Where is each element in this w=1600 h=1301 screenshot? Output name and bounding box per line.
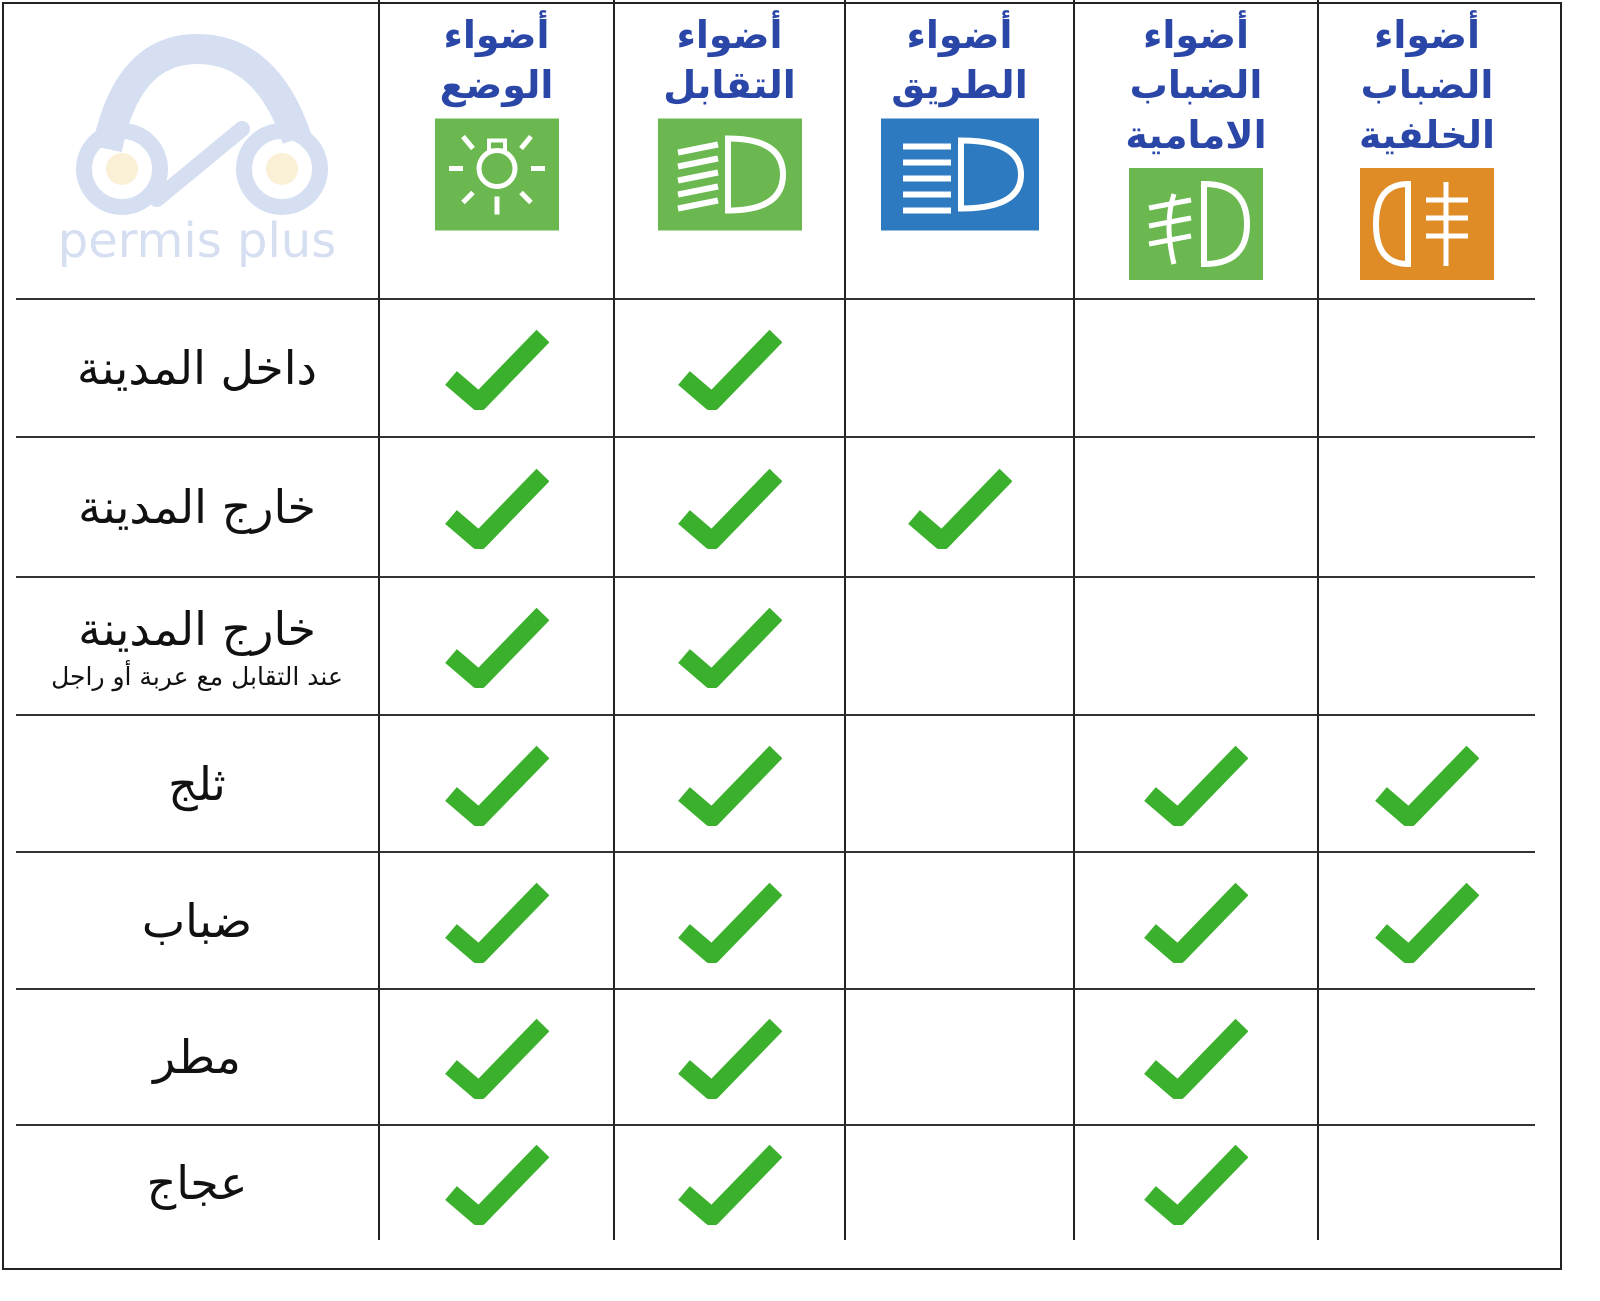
- row-label: داخل المدينة: [76, 341, 318, 395]
- table-cell: [378, 300, 613, 438]
- table-cell: [1073, 300, 1317, 438]
- row-label-cell: مطر: [16, 990, 378, 1126]
- column-header-label: أضواء الضباب الخلفية: [1358, 13, 1496, 157]
- checkmark-icon: [444, 882, 549, 963]
- checkmark-icon: [1144, 882, 1248, 963]
- table-cell: [844, 578, 1073, 716]
- table-cell: [1317, 853, 1535, 990]
- table-cell: [1073, 990, 1317, 1126]
- table-cell: [1317, 300, 1535, 438]
- row-label-cell: ضباب: [16, 853, 378, 990]
- svg-text:permis plus: permis plus: [58, 213, 336, 269]
- low-beam-icon: [657, 118, 802, 235]
- checkmark-icon: [1375, 882, 1479, 963]
- checkmark-icon: [444, 329, 549, 410]
- checkmark-icon: [1144, 1018, 1248, 1099]
- row-label-cell: ثلج: [16, 716, 378, 853]
- table-cell: [613, 990, 844, 1126]
- table-cell: [1073, 853, 1317, 990]
- row-label: مطر: [153, 1030, 241, 1084]
- checkmark-icon: [444, 468, 549, 549]
- column-header: أضواء الضباب الامامية: [1073, 0, 1317, 300]
- checkmark-icon: [677, 468, 782, 549]
- table-cell: [613, 716, 844, 853]
- table-cell: [378, 1126, 613, 1240]
- row-sublabel: عند التقابل مع عربة أو راجل: [51, 661, 343, 691]
- table-cell: [378, 578, 613, 716]
- table-cell: [1073, 1126, 1317, 1240]
- checkmark-icon: [677, 329, 782, 410]
- checkmark-icon: [677, 607, 782, 688]
- table-cell: [844, 438, 1073, 578]
- column-header: أضواء الضباب الخلفية: [1317, 0, 1535, 300]
- lights-table: permis plus أضواء الوضع أضواء التقابل أضواء…: [16, 0, 1536, 1240]
- front-fog-light-icon: [1129, 168, 1263, 284]
- checkmark-icon: [677, 1018, 782, 1099]
- table-cell: [1317, 578, 1535, 716]
- column-header-label: أضواء الضباب الامامية: [1125, 13, 1267, 157]
- checkmark-icon: [1144, 745, 1248, 826]
- column-header: أضواء الوضع: [378, 0, 613, 300]
- row-label: خارج المدينة: [78, 601, 316, 656]
- checkmark-icon: [444, 1144, 549, 1225]
- table-cell: [613, 1126, 844, 1240]
- table-cell: [844, 716, 1073, 853]
- table-cell: [1317, 1126, 1535, 1240]
- table-cell: [378, 438, 613, 578]
- table-cell: [844, 990, 1073, 1126]
- table-cell: [844, 853, 1073, 990]
- table-cell: [1073, 438, 1317, 578]
- checkmark-icon: [907, 468, 1012, 549]
- table-cell: [613, 578, 844, 716]
- checkmark-icon: [1375, 745, 1479, 826]
- table-cell: [844, 300, 1073, 438]
- row-label: عجاج: [146, 1156, 248, 1210]
- column-header-label: أضواء التقابل: [663, 13, 796, 107]
- high-beam-icon: [880, 118, 1039, 235]
- checkmark-icon: [444, 607, 549, 688]
- column-header: أضواء الطريق: [844, 0, 1073, 300]
- table-cell: [1317, 990, 1535, 1126]
- row-label: ضباب: [141, 893, 253, 948]
- table-frame: [2, 2, 1562, 1270]
- checkmark-icon: [677, 1144, 782, 1225]
- permis-plus-logo: permis plus: [58, 33, 336, 269]
- row-label-cell: عجاج: [16, 1126, 378, 1240]
- table-cell: [1317, 716, 1535, 853]
- rear-fog-light-icon: [1360, 168, 1494, 284]
- checkmark-icon: [444, 745, 549, 826]
- checkmark-icon: [444, 1018, 549, 1099]
- column-header: أضواء التقابل: [613, 0, 844, 300]
- row-label-cell: داخل المدينة: [16, 300, 378, 438]
- table-cell: [378, 853, 613, 990]
- checkmark-icon: [677, 745, 782, 826]
- row-label: ثلج: [168, 756, 226, 811]
- table-cell: [613, 853, 844, 990]
- table-cell: [1073, 578, 1317, 716]
- column-header-label: أضواء الطريق: [891, 13, 1028, 107]
- row-label-cell: خارج المدينة: [16, 438, 378, 578]
- table-cell: [844, 1126, 1073, 1240]
- row-label-cell: خارج المدينة عند التقابل مع عربة أو راجل: [16, 578, 378, 716]
- column-header-label: أضواء الوضع: [439, 13, 554, 107]
- logo-cell: permis plus: [16, 0, 378, 300]
- table-cell: [1317, 438, 1535, 578]
- table-cell: [378, 716, 613, 853]
- position-light-icon: [434, 118, 559, 235]
- table-cell: [1073, 716, 1317, 853]
- checkmark-icon: [1144, 1144, 1248, 1225]
- checkmark-icon: [677, 882, 782, 963]
- table-cell: [613, 300, 844, 438]
- row-label: خارج المدينة: [78, 480, 316, 534]
- table-cell: [378, 990, 613, 1126]
- table-cell: [613, 438, 844, 578]
